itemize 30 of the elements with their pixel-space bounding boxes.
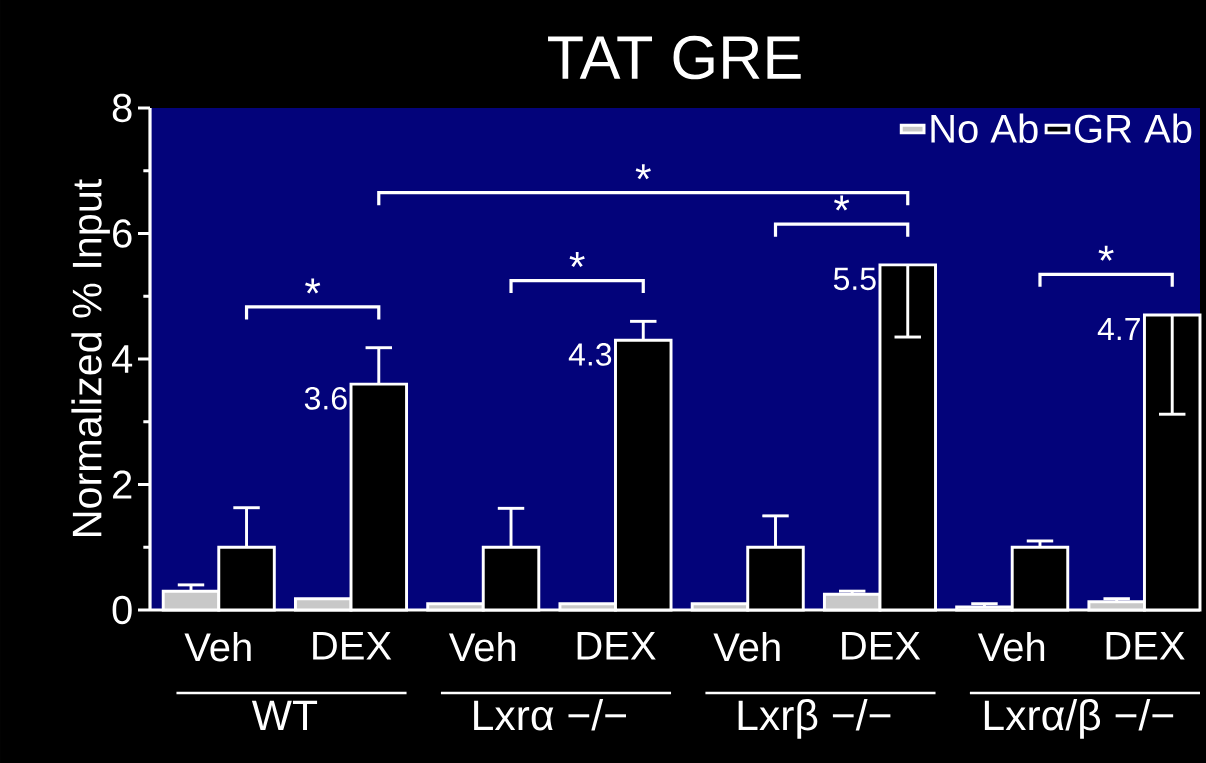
- annotation: *: [635, 164, 651, 180]
- data-label: 4.3: [568, 343, 612, 366]
- legend-label: No Ab: [931, 113, 1038, 143]
- legend-label: GR Ab: [1075, 113, 1192, 143]
- annotation: *: [834, 195, 850, 211]
- y-tick-label: 2: [113, 470, 132, 499]
- annotation: *: [305, 278, 321, 294]
- data-label: 4.7: [1097, 318, 1140, 341]
- chart-title: TAT GRE: [548, 35, 801, 80]
- x-tick-label: DEX: [1106, 632, 1185, 660]
- data-label: 5.5: [833, 267, 876, 291]
- text: Lxrα/β −/−: [984, 699, 1174, 739]
- data-label: 3.6: [304, 387, 347, 410]
- y-axis-title: Normalized % Input: [71, 179, 110, 536]
- y-tick-label: 4: [111, 345, 133, 373]
- text: Lxrα −/−: [474, 699, 626, 731]
- text: Lxrβ −/−: [738, 699, 891, 739]
- x-tick-label: DEX: [577, 632, 656, 660]
- x-tick-label: DEX: [842, 632, 921, 660]
- annotation: *: [569, 252, 585, 268]
- x-tick-label: Veh: [713, 632, 780, 662]
- y-tick-label: 6: [113, 219, 132, 248]
- x-tick-label: Veh: [184, 632, 251, 662]
- annotation: *: [1098, 245, 1114, 261]
- text: WT: [251, 700, 318, 730]
- x-tick-label: Veh: [448, 632, 516, 662]
- y-tick-label: 8: [112, 93, 132, 123]
- y-tick-label: 0: [112, 595, 132, 625]
- x-tick-label: DEX: [313, 632, 392, 660]
- x-tick-label: Veh: [977, 632, 1045, 662]
